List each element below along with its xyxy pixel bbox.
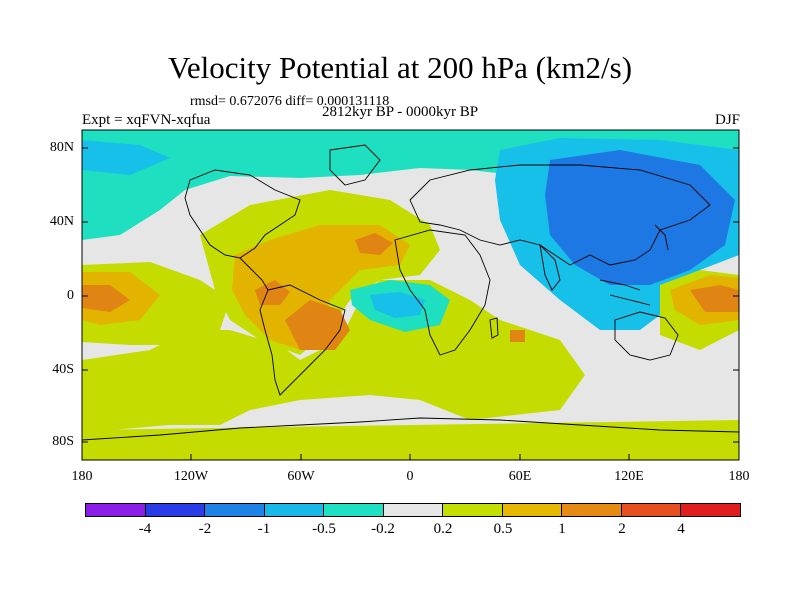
coastline-eurasia (409, 164, 711, 266)
period-text: 2812kyr BP - 0000kyr BP (322, 104, 479, 120)
orange-core-east-pacific (690, 285, 739, 312)
colorbar-swatch (621, 504, 682, 516)
coastline-south-america (259, 284, 346, 396)
colorbar-label: -4 (138, 521, 152, 537)
coastline-india (539, 243, 561, 291)
orange-core-brazil (285, 300, 350, 350)
experiment-text: Expt = xqFVN-xqfua (82, 112, 211, 128)
orange-core-caribbean (255, 280, 290, 305)
colorbar-swatch (205, 504, 265, 516)
coastline-antarctica (82, 417, 739, 441)
orange-core-west-pacific (82, 285, 130, 312)
stats-text: rmsd= 0.672076 diff= 0.000131118 (190, 94, 390, 109)
colorbar-swatch (324, 504, 384, 516)
colorbar-label: -0.2 (371, 521, 395, 537)
lime-region-antarctic (82, 420, 739, 460)
coastline-africa (394, 229, 491, 356)
coastline-greenland (329, 144, 381, 186)
colorbar-swatch (502, 504, 563, 516)
coastline-madagascar (489, 317, 499, 339)
lon-label-60e: 60E (508, 469, 532, 484)
lon-label-180w: 180 (71, 469, 93, 484)
colorbar-swatch (145, 504, 206, 516)
colorbar (85, 503, 741, 517)
colorbar-label: -1 (257, 521, 271, 537)
colorbar-label: -2 (198, 521, 212, 537)
lon-label-60w: 60W (287, 469, 315, 484)
lat-label-0: 0 (67, 288, 74, 303)
colorbar-swatch (86, 504, 146, 516)
colorbar-label: -0.5 (312, 521, 336, 537)
coastline-japan (654, 224, 669, 251)
yellow-region-americas (232, 225, 410, 350)
colorbar-label: 1 (558, 521, 566, 537)
colorbar-swatch (681, 504, 741, 516)
coastline-north-america (184, 169, 301, 259)
colorbar-label: 0.2 (433, 521, 453, 537)
coastlines (82, 144, 739, 441)
lon-label-120w: 120W (173, 469, 209, 484)
coastline-se-asia (599, 279, 651, 306)
lime-region-south (82, 280, 585, 432)
colorbar-swatch (443, 504, 503, 516)
sky-blob-core (370, 292, 425, 318)
orange-core-atlantic (355, 233, 393, 255)
colorbar-label: 2 (618, 521, 626, 537)
lon-label-180e: 180 (728, 469, 750, 484)
colorbar-label: 0.5 (493, 521, 513, 537)
lat-label-40n: 40N (49, 214, 74, 229)
lat-label-40s: 40S (52, 362, 74, 377)
orange-patch-africa (510, 330, 525, 342)
coastline-central-america (239, 257, 269, 291)
plot-title: Velocity Potential at 200 hPa (km2/s) (167, 50, 633, 85)
season-text: DJF (714, 112, 740, 128)
lon-label-0: 0 (406, 469, 414, 484)
lon-label-120e: 120E (614, 469, 644, 484)
sky-region-arctic (82, 140, 170, 175)
lat-label-80n: 80N (49, 140, 74, 155)
colorbar-label: 4 (677, 521, 685, 537)
map-ticks (82, 147, 739, 460)
blue-core-asia (545, 150, 735, 285)
colorbar-swatch (562, 504, 622, 516)
coastline-australia (614, 311, 679, 361)
colorbar-swatch (264, 504, 325, 516)
colorbar-swatch (383, 504, 444, 516)
lat-label-80s: 80S (52, 434, 74, 449)
